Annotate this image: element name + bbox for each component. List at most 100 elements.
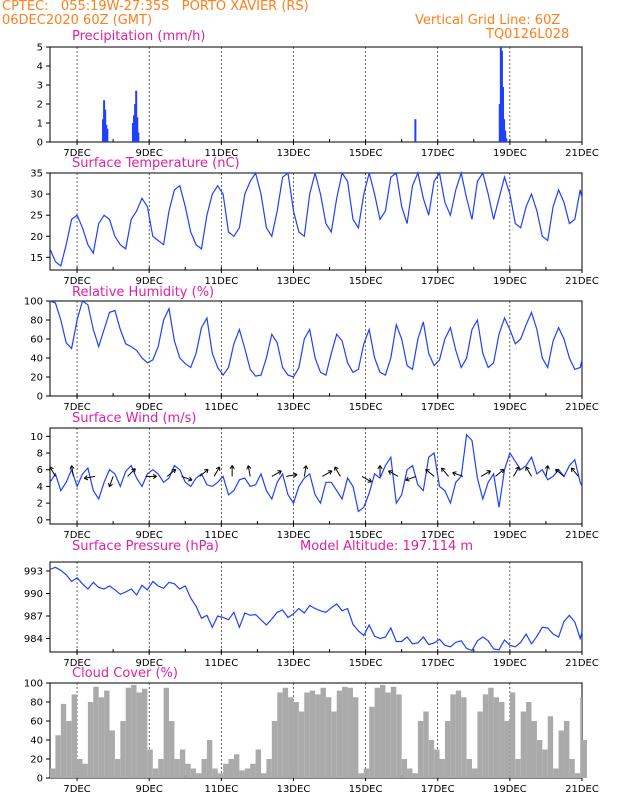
cloud-bar (288, 697, 294, 778)
cloud-bar (488, 687, 494, 778)
temperature-xtick-label: 9DEC (135, 276, 162, 287)
wind-xtick-label: 19DEC (493, 530, 527, 541)
cloud-bar (244, 768, 251, 778)
wind-arrow-head (49, 466, 54, 471)
humidity-xtick-label: 15DEC (349, 402, 383, 413)
wind-arrow-head (377, 465, 383, 470)
cloud-bar (109, 730, 115, 778)
wind-arrow (127, 468, 136, 477)
cloud-bar (531, 721, 537, 778)
wind-arrow-head (229, 465, 235, 470)
cloud-bar (179, 749, 186, 778)
precip-bar (504, 130, 507, 142)
pressure-title: Surface Pressure (hPa) (72, 539, 219, 554)
precip-bar (103, 100, 106, 142)
header-model: TQ0126L028 (486, 27, 570, 42)
cloud-bar (217, 773, 224, 778)
humidity-xtick-label: 7DEC (63, 402, 90, 413)
wind-arrow (49, 466, 56, 477)
cloud-bar (466, 759, 472, 778)
cloud-bar (201, 759, 207, 778)
precipitation-panel: 7DEC 9DEC 11DEC 13DEC 15DEC 17DEC 19DEC 21DEC 0 1… (37, 43, 599, 160)
wind-xtick-label: 13DEC (277, 530, 311, 541)
precip-bar (414, 119, 417, 142)
precipitation-ytick-label: 0 (37, 138, 43, 149)
humidity-ytick-label: 20 (30, 373, 43, 384)
cloud-xtick-label: 11DEC (204, 784, 238, 795)
cloud-bar (320, 687, 326, 778)
cloud-bar (158, 759, 164, 778)
wind-arrow-head (152, 473, 157, 479)
cloud-bar (358, 773, 364, 778)
wind-arrow (495, 468, 505, 477)
humidity-xtick-label: 13DEC (277, 402, 311, 413)
precipitation-xtick-label: 21DEC (565, 148, 599, 159)
cloud-bar (77, 759, 83, 778)
wind-arrow-head (388, 470, 393, 475)
cloud-bar (266, 759, 272, 778)
precip-bar (137, 132, 140, 142)
cloud-bar (309, 690, 316, 778)
humidity-xtick-label: 21DEC (565, 402, 599, 413)
cloud-bar (174, 759, 180, 778)
wind-arrow-head (277, 470, 282, 475)
cloud-bar (93, 686, 99, 778)
cloud-bar (412, 773, 418, 778)
cloud-ytick-label: 40 (30, 736, 43, 747)
wind-frame (49, 427, 583, 525)
precipitation-ytick-label: 3 (37, 81, 43, 92)
precip-bar (499, 47, 502, 142)
cloud-bar (374, 687, 381, 778)
pressure-frame (49, 561, 583, 653)
cloud-xtick-label: 21DEC (565, 784, 599, 795)
precip-bar (134, 104, 137, 142)
cloud-bar (342, 686, 348, 778)
wind-arrow-head (187, 476, 193, 482)
cloud-bar (417, 721, 424, 778)
cloud-bar (282, 687, 289, 778)
cloud-bar (169, 721, 175, 778)
cloud-ytick-label: 100 (24, 679, 43, 690)
cloud-bar (390, 686, 397, 778)
humidity-xtick-label: 19DEC (493, 402, 527, 413)
cloud-xtick-label: 19DEC (493, 784, 527, 795)
wind-arrow-head (83, 475, 89, 481)
wind-arrow (286, 474, 298, 477)
pressure-xtick-label: 13DEC (277, 658, 311, 669)
wind-arrow (545, 465, 549, 477)
wind-arrow (425, 468, 435, 477)
cloud-bar (499, 702, 505, 778)
precipitation-ytick-label: 1 (37, 119, 43, 130)
temperature-ytick-label: 30 (30, 190, 43, 201)
cloud-bar (471, 768, 478, 778)
temperature-ytick-label: 35 (30, 169, 43, 180)
precip-bar (498, 104, 501, 142)
wind-arrow (334, 466, 341, 477)
cloud-bar (407, 768, 413, 778)
precip-bar (104, 109, 107, 142)
precipitation-xtick-label: 11DEC (204, 148, 238, 159)
wind-arrow-head (131, 468, 136, 473)
wind-arrow-head (555, 468, 560, 474)
cloud-bar (66, 721, 72, 778)
wind-arrow (322, 470, 333, 477)
wind-ytick-label: 8 (37, 449, 43, 460)
temperature-xtick-label: 13DEC (277, 276, 311, 287)
wind-ytick-label: 0 (37, 515, 43, 526)
cloud-bar (509, 692, 516, 778)
cloud-bar (569, 759, 575, 778)
pressure-series-line (49, 566, 583, 652)
pressure-ytick-label: 984 (24, 634, 43, 645)
wind-arrow-head (486, 470, 491, 475)
cloud-bar (444, 721, 451, 778)
precip-bar (105, 124, 108, 142)
cloud-bar (477, 711, 483, 778)
precipitation-ytick-label: 5 (37, 43, 43, 54)
cloud-bar (147, 749, 153, 778)
cloud-bar (228, 759, 234, 778)
cloud-bar (141, 688, 148, 778)
cloud-bar (536, 740, 543, 778)
wind-arrow (570, 467, 579, 477)
cloud-ytick-label: 60 (30, 717, 43, 728)
cloud-bar (50, 768, 56, 778)
